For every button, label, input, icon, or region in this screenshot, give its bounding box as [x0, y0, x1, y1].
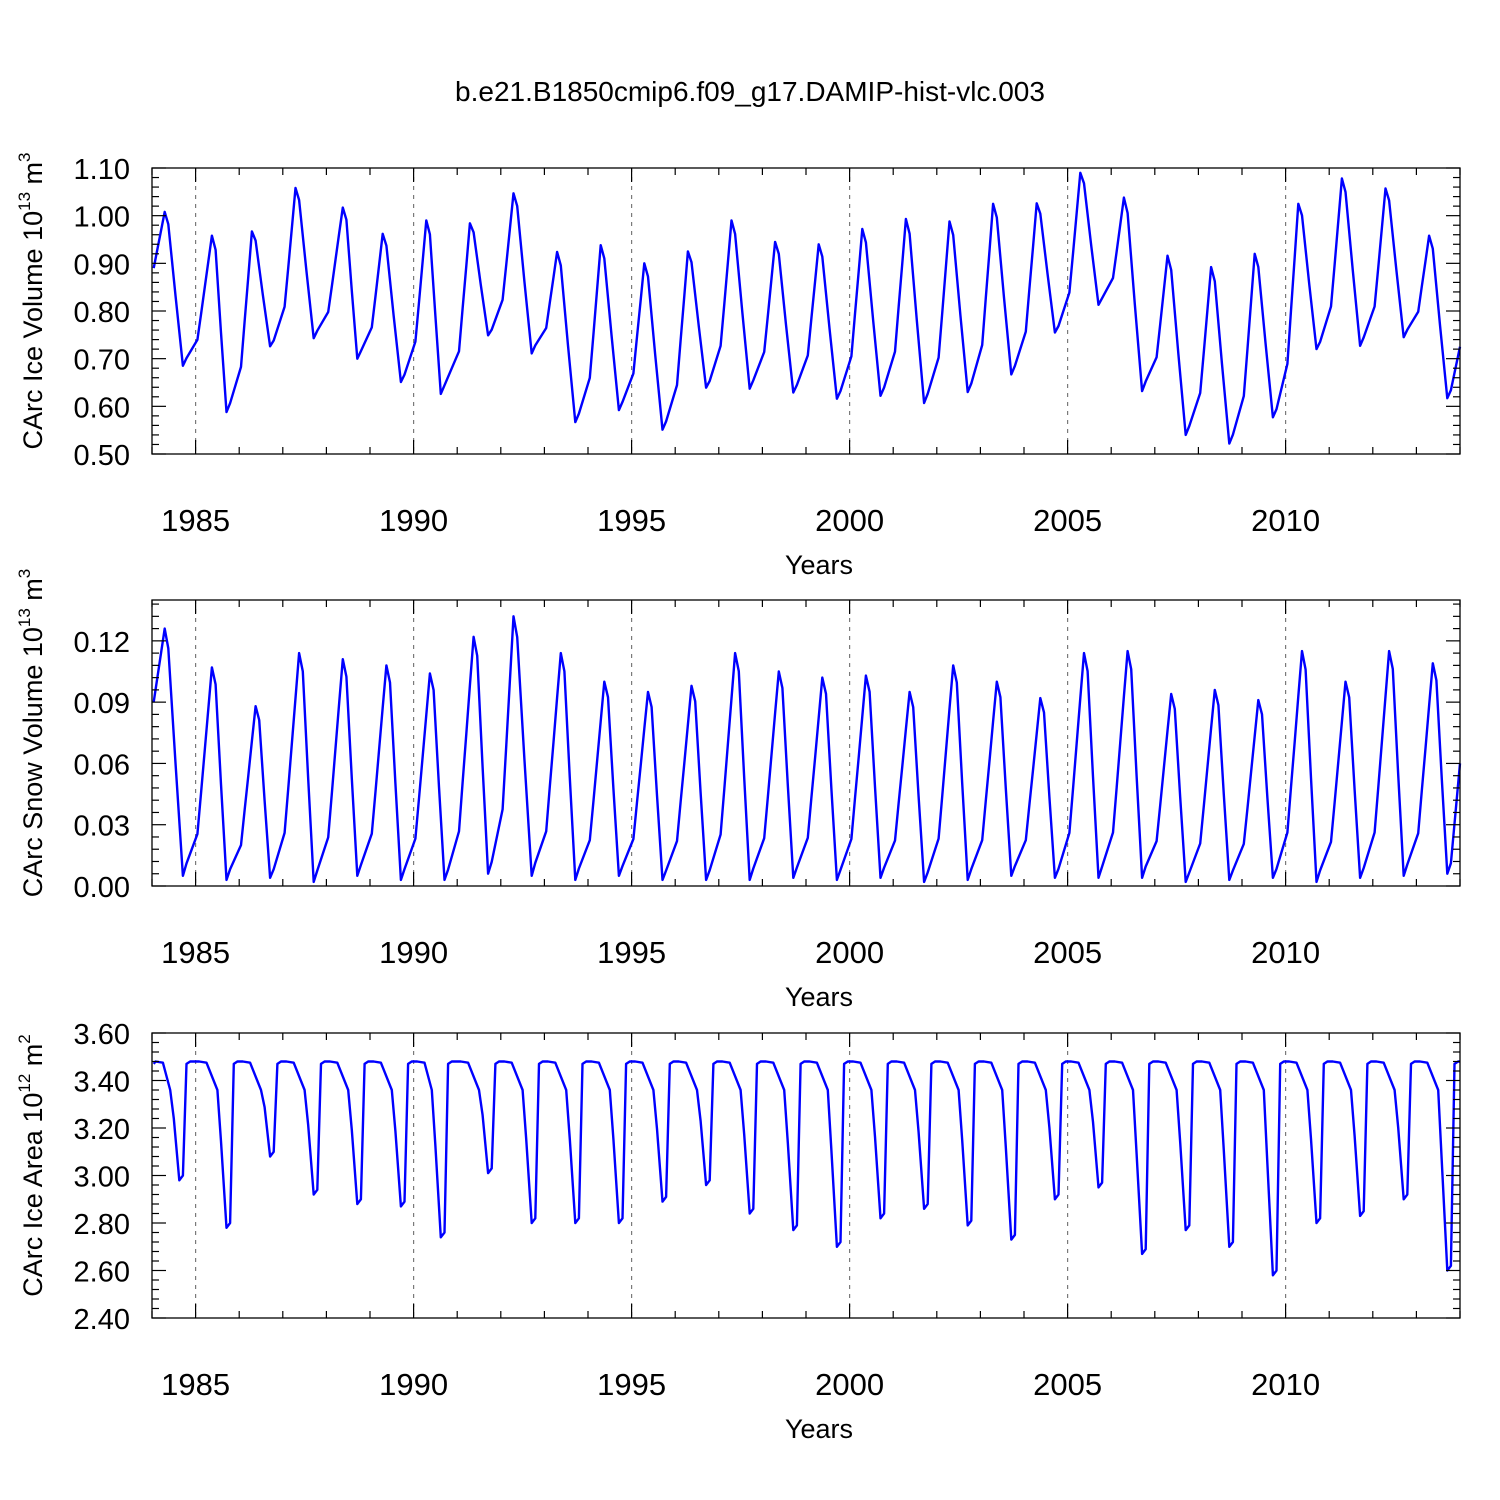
y-tick-label: 0.06	[74, 749, 130, 781]
y-tick-label: 0.60	[74, 392, 130, 424]
y-axis-label-exponent: 3	[15, 569, 34, 578]
x-tick-label: 2005	[1033, 1367, 1102, 1402]
x-tick-label: 1985	[161, 1367, 230, 1402]
y-axis-label-part: m	[18, 578, 48, 608]
series-line-carc-snow-volume	[152, 615, 1462, 884]
y-tick-label: 0.09	[74, 688, 130, 720]
y-tick-label: 0.12	[74, 627, 130, 659]
y-axis-label-exponent: 12	[15, 1074, 34, 1093]
y-axis-label-part: m	[18, 162, 48, 192]
x-tick-label: 2005	[1033, 503, 1102, 538]
x-tick-label: 1985	[161, 935, 230, 970]
plot-frame	[151, 1032, 1461, 1319]
x-tick-label: 1995	[597, 1367, 666, 1402]
x-tick-label: 2000	[815, 1367, 884, 1402]
x-tick-label: 1990	[379, 935, 448, 970]
y-axis-label: CArc Ice Volume 1013 m3	[15, 152, 48, 449]
x-tick-label: 1990	[379, 503, 448, 538]
y-axis-label: CArc Snow Volume 1013 m3	[15, 569, 48, 898]
x-tick-label: 1985	[161, 503, 230, 538]
x-axis-label: Years	[785, 1414, 853, 1444]
x-tick-label: 1995	[597, 935, 666, 970]
y-tick-label: 2.40	[74, 1304, 130, 1336]
y-tick-label: 0.90	[74, 249, 130, 281]
y-tick-label: 0.03	[74, 811, 130, 843]
y-tick-label: 0.80	[74, 297, 130, 329]
chart-panel-1: 0.50 0.60 0.70 0.80 0.90 1.00 1.10 1985 1990 1995…	[15, 152, 1462, 580]
y-tick-label: 1.00	[74, 202, 130, 234]
series-line-carc-ice-area	[152, 1060, 1460, 1277]
x-tick-label: 2010	[1251, 503, 1320, 538]
y-tick-label: 0.70	[74, 345, 130, 377]
y-tick-label: 0.00	[74, 872, 130, 904]
y-axis-label-part: CArc Snow Volume 10	[18, 627, 48, 897]
y-tick-label: 3.60	[74, 1019, 130, 1051]
x-tick-label: 1990	[379, 1367, 448, 1402]
y-axis-label: CArc Ice Area 1012 m2	[15, 1034, 48, 1297]
y-tick-label: 0.50	[74, 440, 130, 472]
y-tick-label: 3.40	[74, 1067, 130, 1099]
x-axis-label: Years	[785, 550, 853, 580]
x-axis-label: Years	[785, 982, 853, 1012]
x-tick-label: 2005	[1033, 935, 1102, 970]
chart-panel-3: 2.40 2.60 2.80 3.00 3.20 3.40 3.60 1985 1990 1995…	[15, 1019, 1461, 1444]
y-axis-label-part: CArc Ice Volume 10	[18, 211, 48, 450]
y-tick-label: 3.00	[74, 1162, 130, 1194]
y-axis-label-exponent: 13	[15, 608, 34, 627]
plot-frame	[151, 167, 1461, 455]
chart-panel-2: 0.00 0.03 0.06 0.09 0.12 1985 1990 1995 2000 2005…	[15, 569, 1462, 1012]
y-tick-label: 1.10	[74, 154, 130, 186]
y-axis-label-exponent: 13	[15, 192, 34, 211]
series-line-carc-ice-volume	[152, 171, 1462, 445]
y-tick-label: 2.60	[74, 1257, 130, 1289]
x-tick-label: 1995	[597, 503, 666, 538]
y-axis-label-exponent: 2	[15, 1034, 34, 1043]
y-axis-label-part: m	[18, 1044, 48, 1074]
x-tick-label: 2000	[815, 503, 884, 538]
y-axis-label-part: CArc Ice Area 10	[18, 1093, 48, 1297]
x-tick-label: 2000	[815, 935, 884, 970]
y-axis-label-exponent: 3	[15, 152, 34, 161]
x-tick-label: 2010	[1251, 1367, 1320, 1402]
figure-title: b.e21.B1850cmip6.f09_g17.DAMIP-hist-vlc.…	[455, 76, 1045, 107]
y-tick-label: 3.20	[74, 1114, 130, 1146]
y-tick-label: 2.80	[74, 1209, 130, 1241]
x-tick-label: 2010	[1251, 935, 1320, 970]
